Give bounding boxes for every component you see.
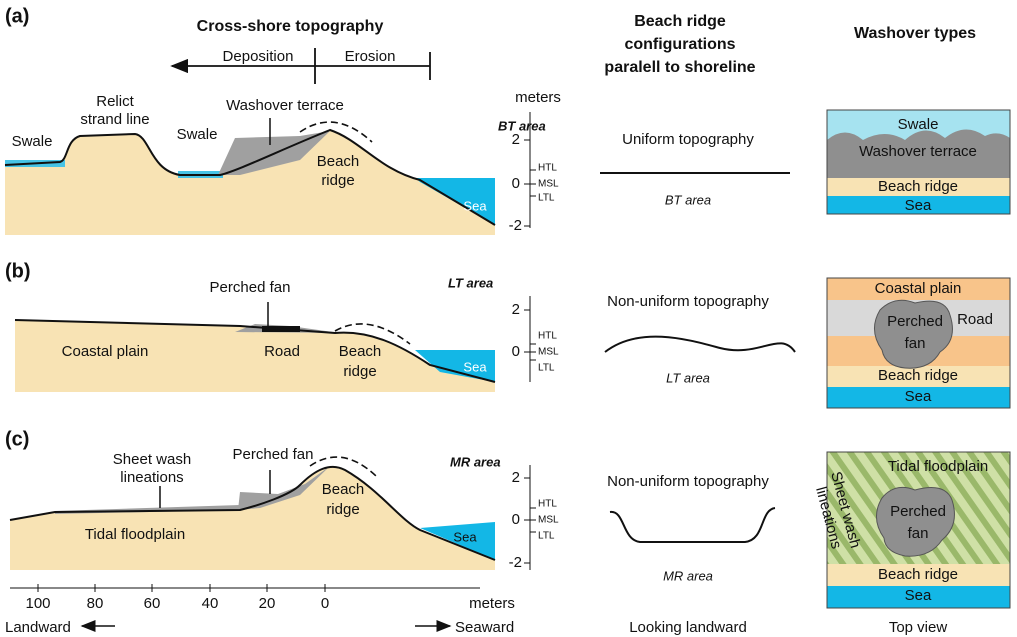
level-label: MSL [538, 515, 559, 526]
direction-label: Landward [5, 619, 71, 636]
profile-label: Relict [96, 93, 134, 110]
profile-label: Perched fan [233, 446, 314, 463]
profile-label: Washover terrace [226, 97, 344, 114]
area-label: MR area [450, 454, 501, 469]
layer-label: Swale [898, 116, 939, 133]
layer-label: fan [905, 335, 926, 352]
layer-label: Beach ridge [878, 566, 958, 583]
layer-label: Coastal plain [875, 280, 962, 297]
profile-label: Coastal plain [62, 343, 149, 360]
level-label: HTL [538, 163, 557, 174]
header: Beach ridge [634, 13, 726, 30]
profile-label: ridge [326, 501, 359, 518]
header: paralell to shoreline [604, 59, 755, 76]
profile-label: ridge [321, 172, 354, 189]
scale-label: 0 [512, 343, 520, 360]
level-label: HTL [538, 331, 557, 342]
layer-label: Road [957, 311, 993, 328]
distance-label: 60 [144, 595, 161, 612]
header: Washover types [854, 25, 976, 42]
scale-label: -2 [509, 217, 522, 234]
profile-label: Beach [339, 343, 382, 360]
distance-unit: meters [469, 595, 515, 612]
area-label: BT area [665, 192, 711, 207]
level-label: HTL [538, 499, 557, 510]
profile-label: Tidal floodplain [85, 526, 185, 543]
distance-label: 100 [25, 595, 50, 612]
scale-label: 2 [512, 131, 520, 148]
scale-label: 0 [512, 511, 520, 528]
scale-label: 0 [512, 175, 520, 192]
arrow-label: Erosion [345, 48, 396, 65]
profile-label: Sea [463, 359, 487, 374]
config-title: Non-uniform topography [607, 293, 769, 310]
ridge-config [610, 508, 775, 542]
profile-label: Sea [453, 529, 477, 544]
layer-label: Tidal floodplain [888, 458, 988, 475]
area-label: LT area [448, 275, 493, 290]
figure: (a) Cross-shore topography Deposition Er… [0, 0, 1017, 637]
profile-label: Sheet wash [113, 451, 191, 468]
layer-label: Perched [887, 313, 943, 330]
profile-label: Swale [177, 126, 218, 143]
config-title: Uniform topography [622, 131, 754, 148]
area-label: BT area [498, 118, 546, 133]
profile-label: Road [264, 343, 300, 360]
profile-label: Beach [322, 481, 365, 498]
scale-label: 2 [512, 469, 520, 486]
level-label: MSL [538, 179, 559, 190]
layer-label: Beach ridge [878, 178, 958, 195]
layer-label: Sea [905, 197, 932, 214]
area-label: MR area [663, 568, 713, 583]
header: configurations [624, 36, 735, 53]
layer-label: Washover terrace [859, 143, 977, 160]
layer-label: Beach ridge [878, 367, 958, 384]
distance-label: 40 [202, 595, 219, 612]
scale-unit: meters [515, 89, 561, 106]
profile-label: lineations [120, 469, 183, 486]
layer-label: fan [908, 525, 929, 542]
level-label: LTL [538, 363, 555, 374]
layer-label: Perched [890, 503, 946, 520]
profile-label: Beach [317, 153, 360, 170]
distance-label: 80 [87, 595, 104, 612]
scale-label: -2 [509, 554, 522, 571]
panel-label: (a) [5, 5, 29, 27]
panel-label: (c) [5, 428, 29, 450]
level-label: LTL [538, 193, 555, 204]
profile-label: Swale [12, 133, 53, 150]
area-label: LT area [666, 370, 710, 385]
distance-label: 20 [259, 595, 276, 612]
arrow-label: Deposition [223, 48, 294, 65]
direction-label: Seaward [455, 619, 514, 636]
profile-label: ridge [343, 363, 376, 380]
profile-label: strand line [80, 111, 149, 128]
scale-label: 2 [512, 301, 520, 318]
view-label: Top view [889, 619, 948, 636]
level-label: LTL [538, 531, 555, 542]
level-label: MSL [538, 347, 559, 358]
config-title: Non-uniform topography [607, 473, 769, 490]
header: Cross-shore topography [197, 18, 384, 35]
layer-label: Sea [905, 388, 932, 405]
distance-label: 0 [321, 595, 329, 612]
panel-label: (b) [5, 260, 31, 282]
profile-label: Sea [463, 198, 487, 213]
ridge-config [605, 337, 795, 352]
view-label: Looking landward [629, 619, 747, 636]
profile-label: Perched fan [210, 279, 291, 296]
ground [10, 467, 495, 570]
layer-label: Sea [905, 587, 932, 604]
